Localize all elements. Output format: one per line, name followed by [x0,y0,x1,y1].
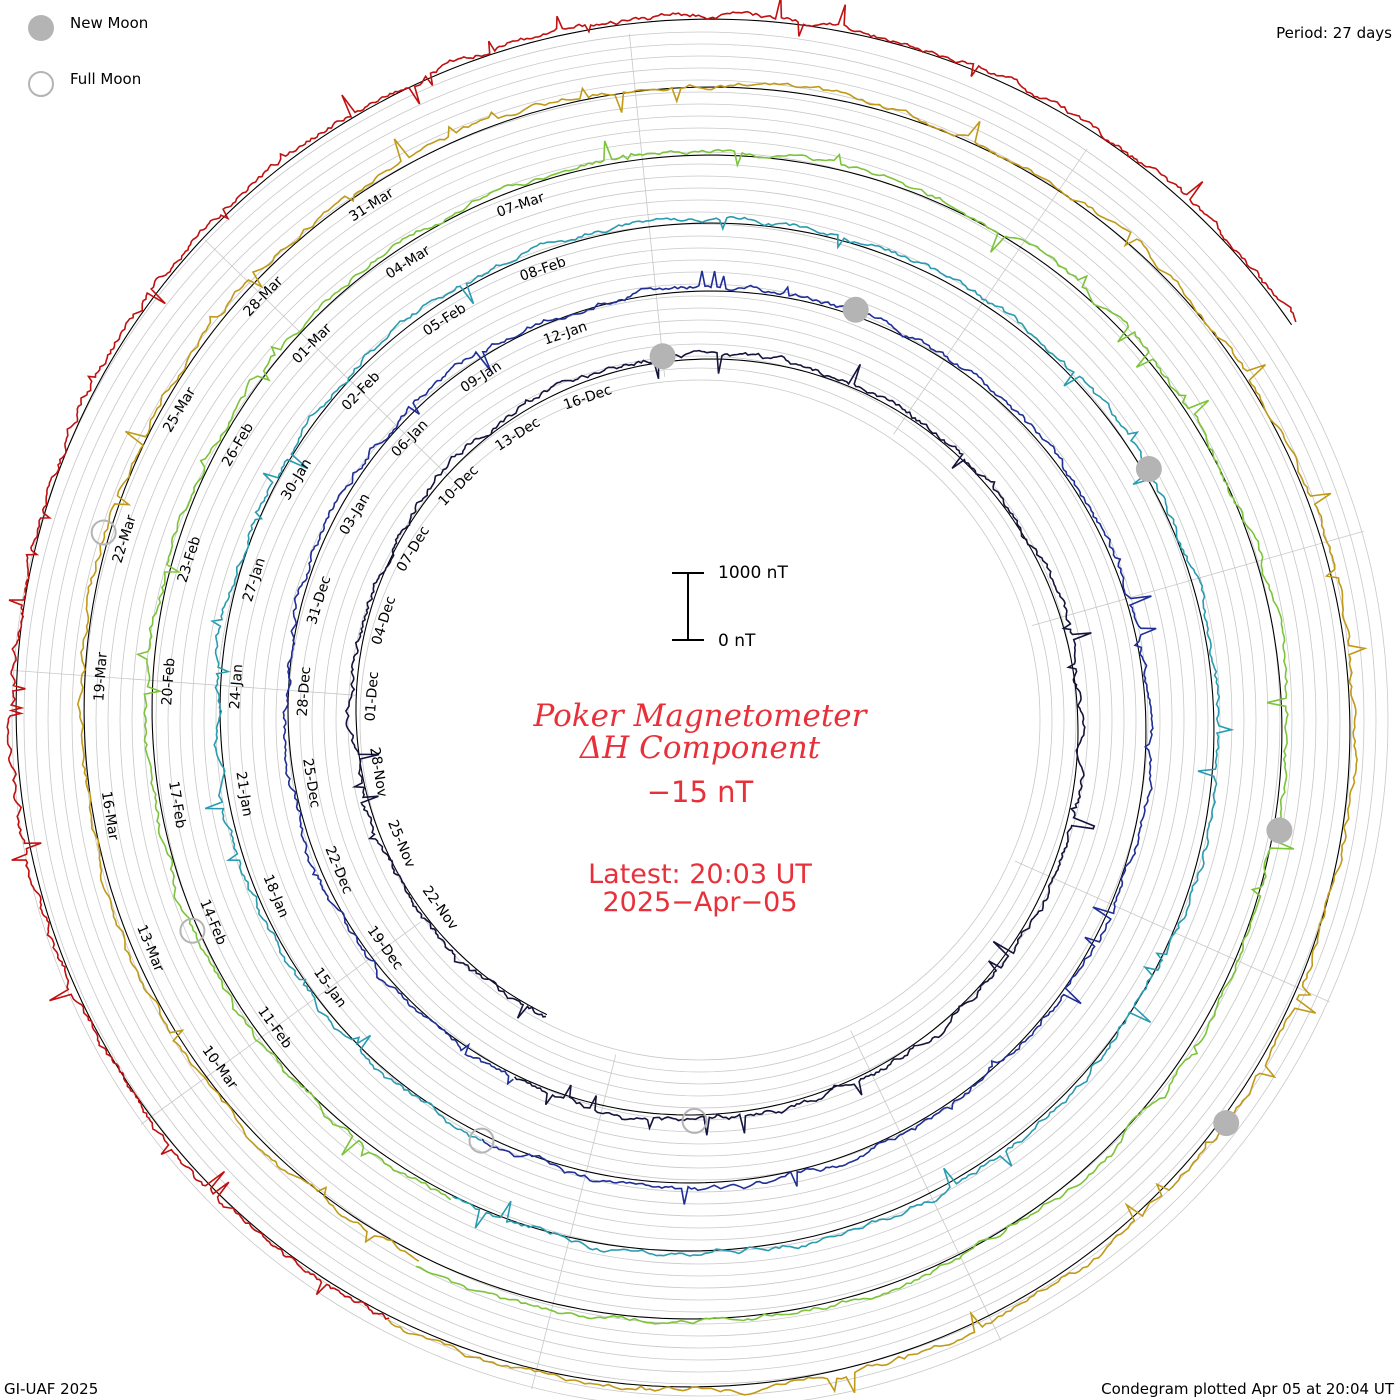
scale-top-label: 1000 nT [718,563,788,583]
date-tick-label: 13-Mar [133,922,167,974]
grid-ring [239,259,1161,1181]
full-moon-icon [179,917,206,944]
trace-series-5 [76,82,1368,1396]
latest-date: 2025−Apr−05 [602,887,798,918]
footer-credit: GI-UAF 2025 [4,1380,99,1398]
date-tick-label: 03-Jan [337,491,374,538]
grid-layer [11,18,1389,1400]
full-moon-icon [681,1107,708,1134]
grid-ring [35,55,1365,1385]
grid-spoke [893,148,1088,435]
grid-ring [155,175,1245,1265]
trace-series-3 [204,215,1235,1257]
grid-ring [11,31,1389,1400]
new-moon-icon [842,296,869,323]
date-tick-label: 01-Dec [363,671,383,722]
grid-ring [143,163,1257,1277]
grid-ring [311,331,1089,1109]
grid-ring [23,43,1377,1397]
date-tick-label: 24-Jan [227,663,246,709]
date-tick-label: 20-Feb [159,657,178,706]
new-moon-marker-icon [28,15,54,41]
new-moon-icon [1135,456,1162,482]
date-tick-label: 18-Jan [260,872,292,920]
date-tick-label: 02-Feb [339,369,384,414]
grid-ring [107,127,1293,1313]
grid-ring [71,91,1329,1349]
date-tick-label: 22-Dec [321,844,355,896]
date-tick-label: 19-Dec [364,923,406,973]
date-tick-label: 10-Mar [199,1043,241,1092]
grid-ring [251,271,1149,1169]
trace-series-1 [344,349,1096,1136]
date-tick-label: 13-Dec [492,414,543,454]
date-tick-label: 28-Dec [295,666,315,717]
date-tick-label: 28-Nov [366,746,390,798]
new-moon-icon [1266,817,1293,844]
trace-series-6 [6,0,1297,1320]
date-tick-label: 17-Feb [165,780,188,830]
grid-ring [215,235,1185,1205]
date-tick-label: 09-Jan [458,358,505,396]
grid-ring [191,211,1209,1229]
trace-layer [6,0,1368,1396]
date-tick-label: 11-Feb [254,1004,295,1052]
grid-ring [179,199,1221,1241]
grid-spoke [204,239,453,481]
grid-ring [203,223,1197,1217]
moon-layer [90,296,1293,1154]
grid-ring [47,67,1353,1373]
grid-ring [227,247,1173,1193]
grid-ring [323,343,1077,1097]
date-tick-label: 07-Mar [495,189,547,220]
full-moon-icon [468,1127,495,1154]
new-moon-label: New Moon [70,14,149,32]
date-tick-label: 19-Mar [91,651,110,702]
grid-spoke [1014,860,1330,1003]
grid-ring [167,187,1233,1253]
date-tick-label: 06-Jan [388,417,431,461]
grid-spoke [1031,530,1364,627]
scale-bottom-label: 0 nT [718,631,756,651]
grid-spoke [11,669,356,696]
latest-time: Latest: 20:03 UT [588,859,812,890]
grid-ring [335,355,1065,1085]
grid-ring [299,319,1101,1121]
date-tick-label: 07-Dec [394,524,433,575]
grid-ring [59,79,1341,1361]
chart-title-line2: ΔH Component [579,730,821,766]
date-tick-label: 21-Jan [232,770,255,817]
date-tick-label: 27-Jan [240,556,269,604]
full-moon-icon [90,519,117,546]
grid-ring [95,115,1305,1325]
chart-title-line1: Poker Magnetometer [533,698,867,734]
grid-spoke [531,1054,617,1390]
date-tick-label: 26-Feb [219,420,257,469]
trace-series-4 [135,140,1295,1325]
current-value: −15 nT [646,775,754,809]
date-tick-label: 25-Dec [299,757,323,809]
grid-ring [347,367,1053,1073]
grid-spoke [850,1030,1002,1341]
trace-series-2 [282,270,1157,1205]
grid-ring [275,295,1125,1145]
new-moon-icon [649,343,676,370]
full-moon-marker-icon [28,71,54,97]
grid-spoke [140,921,421,1125]
grid-ring [359,379,1041,1061]
period-label: Period: 27 days [1276,24,1392,42]
new-moon-icon [1213,1110,1240,1137]
full-moon-label: Full Moon [70,70,142,88]
footer-plot-time: Condegram plotted Apr 05 at 20:04 UT [1101,1380,1394,1398]
date-tick-label: 16-Mar [98,790,122,841]
date-tick-label: 31-Mar [346,185,396,225]
scale-bar [672,572,704,641]
label-layer: 22-Nov25-Nov28-Nov01-Dec04-Dec07-Dec10-D… [91,185,614,1092]
grid-ring [119,139,1281,1301]
